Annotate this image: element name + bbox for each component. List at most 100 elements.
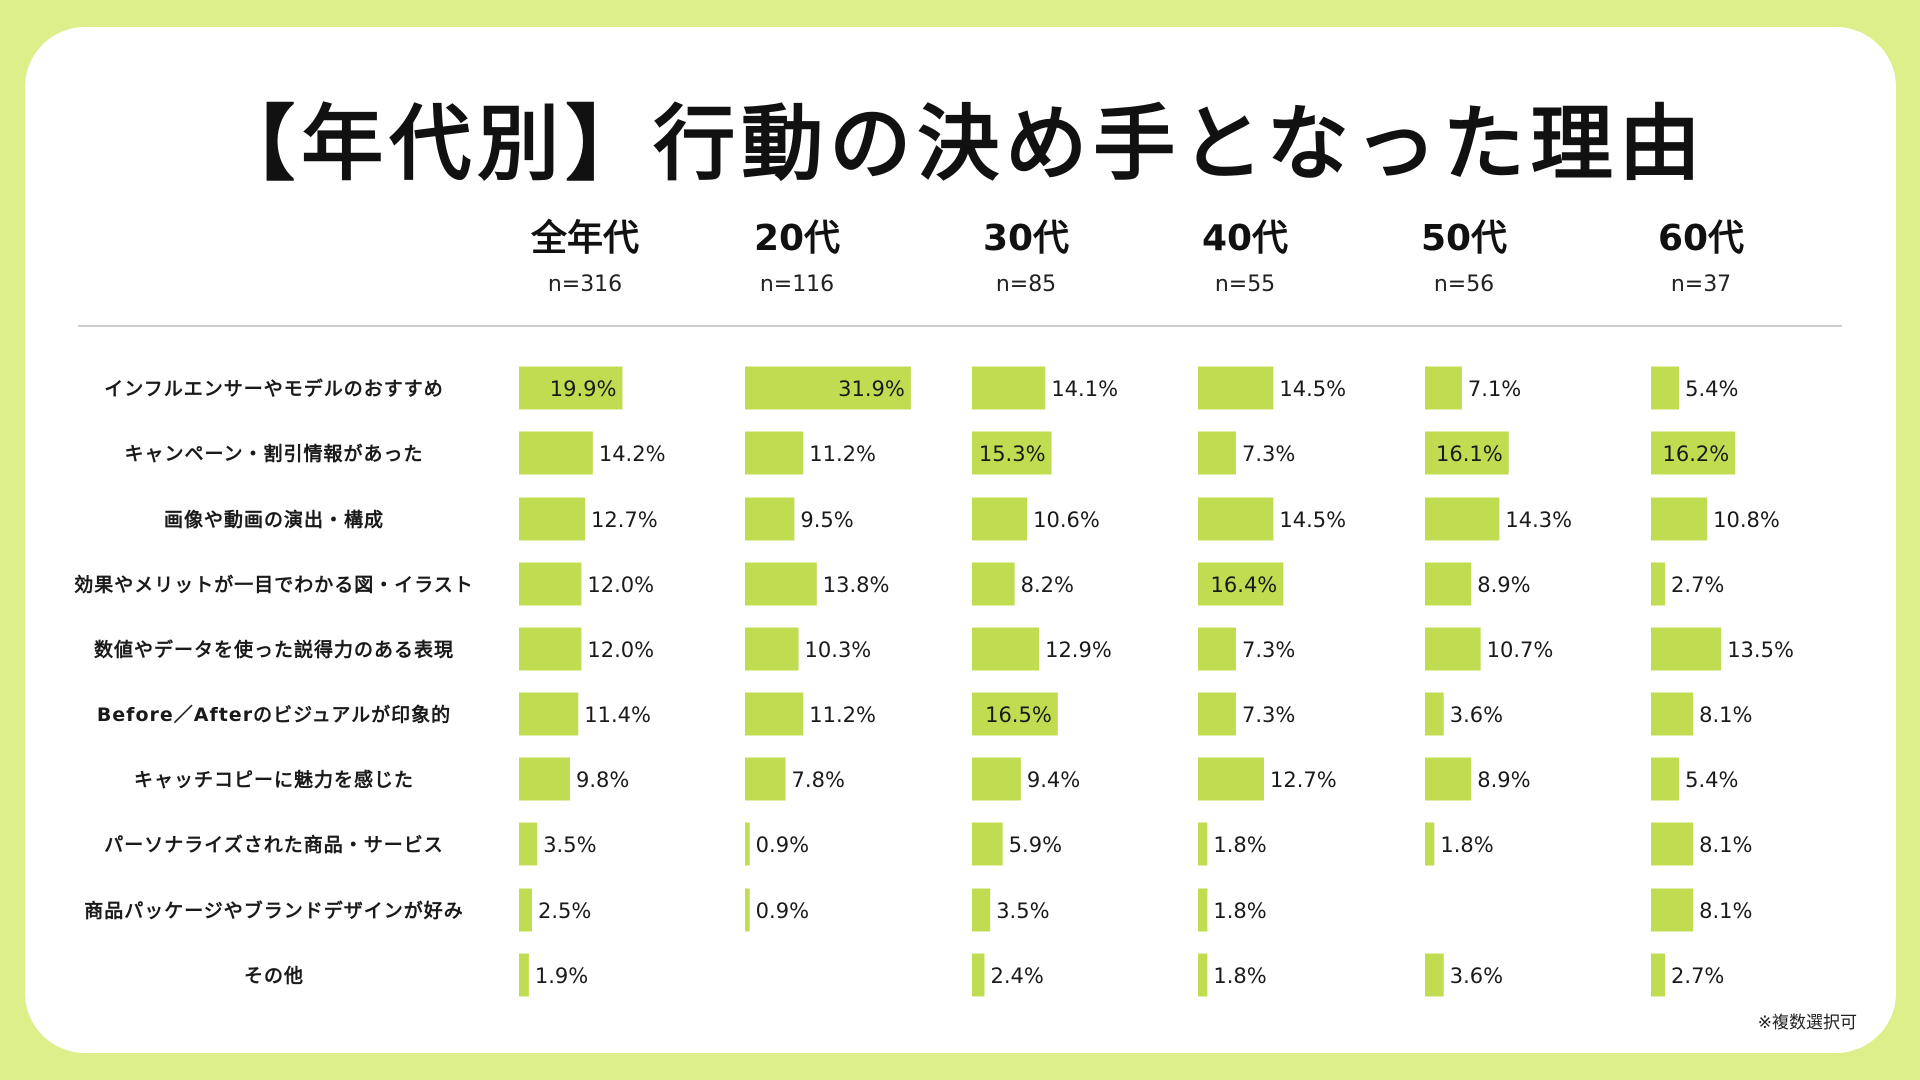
bar [1198,627,1236,671]
bar [972,562,1015,606]
bar [972,431,1052,475]
data-label: 2.5% [538,899,591,923]
data-label: 8.1% [1699,899,1752,923]
bar [1198,888,1208,932]
category-label: キャンペーン・割引情報があった [124,442,423,465]
data-label: 10.6% [1033,508,1100,532]
bar [1651,497,1708,541]
column-header: 20代 [754,218,840,259]
data-label: 16.4% [1211,573,1278,597]
data-label: 7.3% [1242,442,1295,466]
column-header: 60代 [1658,218,1744,259]
bar [1198,757,1265,801]
data-label: 1.8% [1213,899,1266,923]
bar [519,822,538,866]
data-label: 2.7% [1671,573,1724,597]
data-label: 14.1% [1051,377,1118,401]
bar [745,366,911,410]
bar [1651,366,1680,410]
bar [1651,627,1722,671]
data-label: 12.0% [587,573,654,597]
data-label: 0.9% [756,899,809,923]
bar [519,366,623,410]
data-label: 7.8% [792,768,845,792]
bar [972,692,1058,736]
bar [1651,953,1666,997]
data-label: 8.1% [1699,703,1752,727]
category-label: インフルエンサーやモデルのおすすめ [104,377,443,400]
column-header: 全年代 [530,217,639,259]
data-label: 2.4% [990,964,1043,988]
data-label: 8.9% [1477,768,1530,792]
bar [745,822,750,866]
data-label: 5.9% [1009,833,1062,857]
bar [745,497,795,541]
data-label: 2.7% [1671,964,1724,988]
data-label: 8.1% [1699,833,1752,857]
sample-size-label: n=85 [996,272,1056,297]
bar [745,692,804,736]
data-label: 1.9% [535,964,588,988]
data-label: 3.6% [1450,703,1503,727]
data-label: 9.8% [576,768,629,792]
sample-size-label: n=55 [1215,272,1275,297]
data-label: 14.2% [599,442,666,466]
category-label: パーソナライズされた商品・サービス [104,833,443,856]
bar [1198,692,1236,736]
data-label: 7.1% [1468,377,1521,401]
category-label: 効果やメリットが一目でわかる図・イラスト [74,573,474,596]
data-label: 10.3% [805,638,872,662]
bar [1425,497,1500,541]
bar [745,757,786,801]
bar [1198,366,1274,410]
category-label: キャッチコピーに魅力を感じた [134,768,414,791]
bar [1651,888,1694,932]
bar [972,822,1003,866]
footnote: ※複数選択可 [1757,1013,1857,1033]
bar [1425,431,1509,475]
bar [1651,431,1736,475]
data-label: 14.5% [1279,377,1346,401]
bar [1425,627,1481,671]
bar [972,757,1021,801]
data-label: 1.8% [1213,833,1266,857]
bar [1425,562,1472,606]
bar [1651,562,1666,606]
data-label: 14.5% [1279,508,1346,532]
bar [1198,497,1274,541]
bar [972,888,991,932]
bar [1198,953,1208,997]
bar [519,692,579,736]
sample-size-label: n=116 [760,272,834,297]
bar [519,953,529,997]
data-label: 16.1% [1436,442,1503,466]
category-label: 商品パッケージやブランドデザインが好み [84,899,464,922]
data-label: 3.5% [996,899,1049,923]
data-label: 12.7% [591,508,658,532]
bar [972,497,1028,541]
data-label: 3.6% [1450,964,1503,988]
bar [1651,757,1680,801]
data-label: 0.9% [756,833,809,857]
bar [745,888,750,932]
bar [1198,562,1284,606]
bar [745,627,799,671]
data-label: 1.8% [1213,964,1266,988]
column-header: 40代 [1202,218,1288,259]
bar [1425,692,1444,736]
data-label: 11.2% [809,703,876,727]
data-label: 14.3% [1505,508,1572,532]
bar [519,431,593,475]
bar [519,627,582,671]
data-label: 9.5% [800,508,853,532]
data-label: 9.4% [1027,768,1080,792]
bar [1425,366,1462,410]
category-label: その他 [244,964,304,987]
data-label: 12.0% [587,638,654,662]
bar [972,627,1040,671]
data-label: 7.3% [1242,638,1295,662]
bar [519,757,570,801]
data-label: 12.9% [1045,638,1112,662]
data-label: 11.4% [584,703,651,727]
chart-card [25,27,1896,1053]
